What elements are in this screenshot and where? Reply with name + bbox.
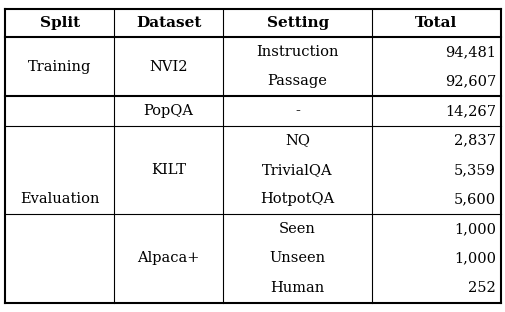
Text: Split: Split	[39, 16, 79, 30]
Text: 94,481: 94,481	[444, 45, 495, 59]
Text: 1,000: 1,000	[453, 222, 495, 236]
Text: Dataset: Dataset	[136, 16, 201, 30]
Text: NVI2: NVI2	[149, 60, 187, 74]
Text: 2,837: 2,837	[453, 134, 495, 148]
Text: 92,607: 92,607	[444, 75, 495, 89]
Text: 252: 252	[467, 281, 495, 295]
Text: Seen: Seen	[279, 222, 316, 236]
Text: HotpotQA: HotpotQA	[260, 193, 334, 207]
Text: Setting: Setting	[266, 16, 328, 30]
Text: KILT: KILT	[151, 163, 186, 177]
Text: 5,359: 5,359	[453, 163, 495, 177]
Text: 5,600: 5,600	[453, 193, 495, 207]
Text: PopQA: PopQA	[143, 104, 193, 118]
Text: 1,000: 1,000	[453, 251, 495, 266]
Text: TrivialQA: TrivialQA	[262, 163, 332, 177]
Text: Evaluation: Evaluation	[20, 193, 99, 207]
Text: Passage: Passage	[267, 75, 327, 89]
Text: -: -	[294, 104, 299, 118]
Text: Training: Training	[28, 60, 91, 74]
Text: 14,267: 14,267	[444, 104, 495, 118]
Text: Human: Human	[270, 281, 324, 295]
Text: Alpaca+: Alpaca+	[137, 251, 199, 266]
Text: Total: Total	[415, 16, 457, 30]
Text: Instruction: Instruction	[256, 45, 338, 59]
Text: NQ: NQ	[284, 134, 310, 148]
Text: Unseen: Unseen	[269, 251, 325, 266]
